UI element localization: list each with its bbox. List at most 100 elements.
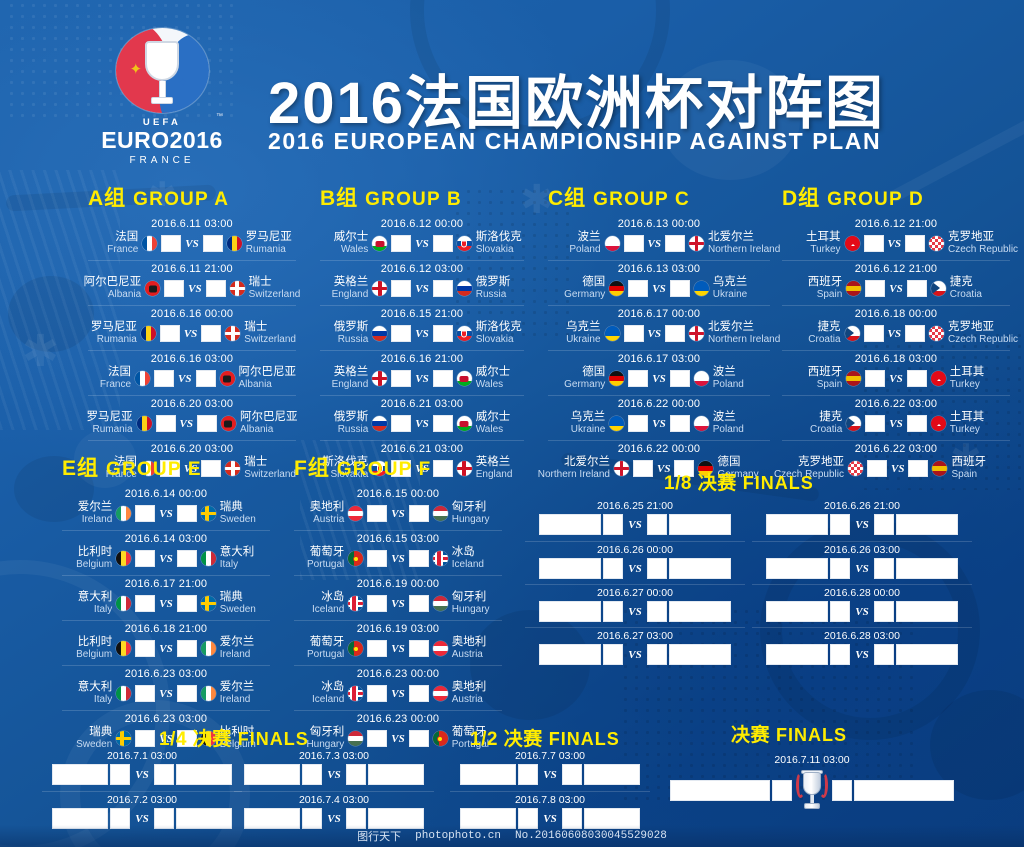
away-score-box[interactable] [176, 730, 197, 747]
away-score-box[interactable] [906, 370, 927, 387]
home-team-slot[interactable] [244, 764, 301, 785]
home-score-box[interactable] [603, 514, 624, 535]
away-score-box[interactable] [176, 640, 197, 657]
home-score-box[interactable] [623, 235, 644, 252]
away-team-slot[interactable] [175, 764, 232, 785]
away-score-box[interactable] [906, 280, 927, 297]
home-team-slot[interactable] [766, 558, 829, 579]
away-score-box[interactable] [873, 514, 894, 535]
away-score-box[interactable] [905, 325, 925, 342]
away-score-box[interactable] [408, 685, 429, 702]
away-score-box[interactable] [432, 235, 453, 252]
home-team-slot[interactable] [52, 764, 109, 785]
home-score-box[interactable] [367, 550, 388, 567]
home-team-slot[interactable] [766, 644, 829, 665]
home-score-box[interactable] [863, 235, 884, 252]
home-team-slot[interactable] [539, 644, 602, 665]
home-score-box[interactable] [302, 764, 323, 785]
home-score-box[interactable] [159, 325, 180, 342]
away-score-box[interactable] [873, 601, 894, 622]
home-score-box[interactable] [863, 325, 884, 342]
away-team-slot[interactable] [895, 558, 958, 579]
away-team-slot[interactable] [367, 764, 424, 785]
home-score-box[interactable] [518, 764, 539, 785]
away-score-box[interactable] [646, 601, 667, 622]
away-score-box[interactable] [408, 550, 429, 567]
home-score-box[interactable] [135, 685, 156, 702]
away-score-box[interactable] [408, 640, 429, 657]
away-score-box[interactable] [176, 550, 197, 567]
home-score-box[interactable] [603, 601, 624, 622]
home-score-box[interactable] [135, 550, 156, 567]
away-score-box[interactable] [646, 644, 667, 665]
away-score-box[interactable] [873, 558, 894, 579]
home-score-box[interactable] [830, 644, 851, 665]
away-score-box[interactable] [906, 415, 927, 432]
home-score-box[interactable] [603, 558, 624, 579]
away-score-box[interactable] [646, 514, 667, 535]
home-score-box[interactable] [367, 505, 388, 522]
away-score-box[interactable] [561, 764, 582, 785]
home-score-box[interactable] [391, 460, 412, 477]
away-score-box[interactable] [669, 370, 690, 387]
home-score-box[interactable] [135, 640, 156, 657]
away-score-box[interactable] [908, 460, 929, 477]
home-score-box[interactable] [628, 370, 649, 387]
away-team-slot[interactable] [668, 644, 731, 665]
away-score-box[interactable] [665, 325, 685, 342]
home-score-box[interactable] [110, 764, 131, 785]
away-score-box[interactable] [202, 235, 223, 252]
away-score-box[interactable] [196, 415, 217, 432]
home-team-slot[interactable] [539, 601, 602, 622]
home-score-box[interactable] [159, 460, 180, 477]
home-team-slot[interactable] [539, 514, 602, 535]
home-score-box[interactable] [830, 601, 851, 622]
home-score-box[interactable] [154, 370, 175, 387]
home-score-box[interactable] [865, 370, 886, 387]
away-score-box[interactable] [408, 595, 429, 612]
away-score-box[interactable] [176, 595, 197, 612]
home-team-slot[interactable] [766, 514, 829, 535]
away-score-box[interactable] [832, 779, 852, 801]
home-score-box[interactable] [155, 415, 176, 432]
away-score-box[interactable] [176, 505, 197, 522]
away-team-slot[interactable] [668, 601, 731, 622]
away-score-box[interactable] [432, 415, 453, 432]
away-team-slot[interactable] [583, 764, 640, 785]
away-score-box[interactable] [674, 460, 695, 477]
home-score-box[interactable] [628, 415, 649, 432]
home-score-box[interactable] [135, 730, 156, 747]
away-score-box[interactable] [432, 460, 453, 477]
home-score-box[interactable] [367, 595, 388, 612]
home-team-slot[interactable] [539, 558, 602, 579]
home-score-box[interactable] [867, 460, 887, 477]
away-score-box[interactable] [665, 235, 685, 252]
home-score-box[interactable] [367, 730, 388, 747]
home-score-box[interactable] [367, 685, 388, 702]
away-score-box[interactable] [345, 764, 366, 785]
home-score-box[interactable] [391, 370, 412, 387]
away-score-box[interactable] [153, 764, 174, 785]
away-team-slot[interactable] [668, 514, 731, 535]
home-score-box[interactable] [391, 415, 412, 432]
away-score-box[interactable] [432, 280, 453, 297]
home-score-box[interactable] [865, 415, 886, 432]
away-team-slot[interactable] [668, 558, 731, 579]
home-score-box[interactable] [830, 514, 851, 535]
away-score-box[interactable] [432, 370, 453, 387]
home-score-box[interactable] [161, 235, 182, 252]
home-score-box[interactable] [391, 235, 412, 252]
away-score-box[interactable] [201, 460, 222, 477]
home-score-box[interactable] [367, 640, 388, 657]
away-score-box[interactable] [646, 558, 667, 579]
home-score-box[interactable] [603, 644, 624, 665]
away-score-box[interactable] [408, 730, 429, 747]
away-team-slot[interactable] [895, 601, 958, 622]
home-team-slot[interactable] [766, 601, 829, 622]
away-score-box[interactable] [408, 505, 429, 522]
away-score-box[interactable] [905, 235, 925, 252]
home-score-box[interactable] [865, 280, 886, 297]
away-score-box[interactable] [205, 280, 226, 297]
home-score-box[interactable] [628, 280, 649, 297]
home-score-box[interactable] [391, 280, 412, 297]
